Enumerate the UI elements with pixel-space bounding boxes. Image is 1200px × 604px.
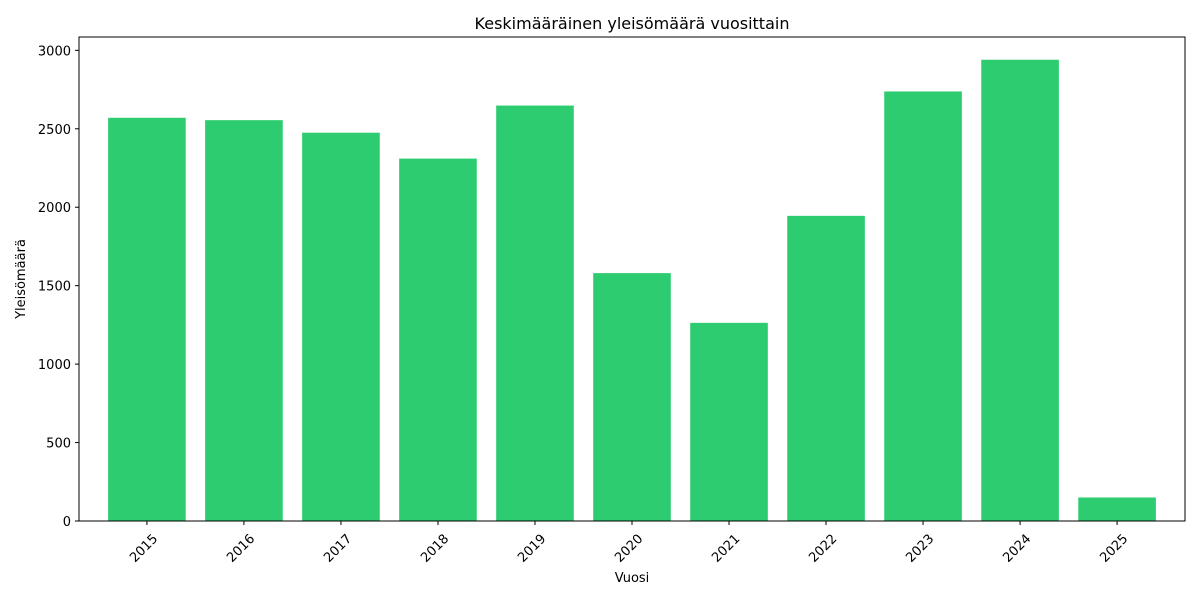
x-tick-label: 2019 xyxy=(515,532,549,566)
bar-2017 xyxy=(302,132,380,521)
bar-2023 xyxy=(884,91,962,522)
bar-2019 xyxy=(496,105,574,522)
x-tick-label: 2015 xyxy=(127,532,161,566)
y-axis-ticks: 0 500 1000 1500 2000 2500 3000 xyxy=(38,44,79,530)
bar-2024 xyxy=(981,59,1059,522)
bar-2025 xyxy=(1078,497,1156,521)
x-tick-label: 2017 xyxy=(321,532,355,566)
x-tick-label: 2022 xyxy=(806,532,840,566)
y-tick-label: 500 xyxy=(46,437,71,452)
x-tick-label: 2020 xyxy=(612,532,646,566)
y-tick-label: 1000 xyxy=(38,358,71,373)
x-axis-ticks: 2015 2016 2017 2018 2019 2020 2021 2022 2023 2024… xyxy=(127,521,1131,566)
bars-layer xyxy=(108,59,1156,522)
x-tick-label: 2025 xyxy=(1097,532,1131,566)
y-axis-label: Yleisömäärä xyxy=(14,239,29,320)
x-axis-label: Vuosi xyxy=(615,571,650,586)
bar-2018 xyxy=(399,158,477,522)
bar-2021 xyxy=(690,322,768,521)
x-tick-label: 2016 xyxy=(224,532,258,566)
bar-2020 xyxy=(593,273,671,521)
y-tick-label: 3000 xyxy=(38,44,71,59)
y-tick-label: 0 xyxy=(63,515,71,530)
bar-2022 xyxy=(787,215,865,521)
y-tick-label: 1500 xyxy=(38,280,71,295)
x-tick-label: 2024 xyxy=(1000,532,1034,566)
y-tick-label: 2500 xyxy=(38,123,71,138)
x-tick-label: 2023 xyxy=(903,532,937,566)
x-tick-label: 2018 xyxy=(418,532,452,566)
bar-2016 xyxy=(205,120,283,521)
bar-2015 xyxy=(108,117,186,521)
y-tick-label: 2000 xyxy=(38,201,71,216)
chart-title: Keskimääräinen yleisömäärä vuosittain xyxy=(475,14,790,33)
x-tick-label: 2021 xyxy=(709,532,743,566)
